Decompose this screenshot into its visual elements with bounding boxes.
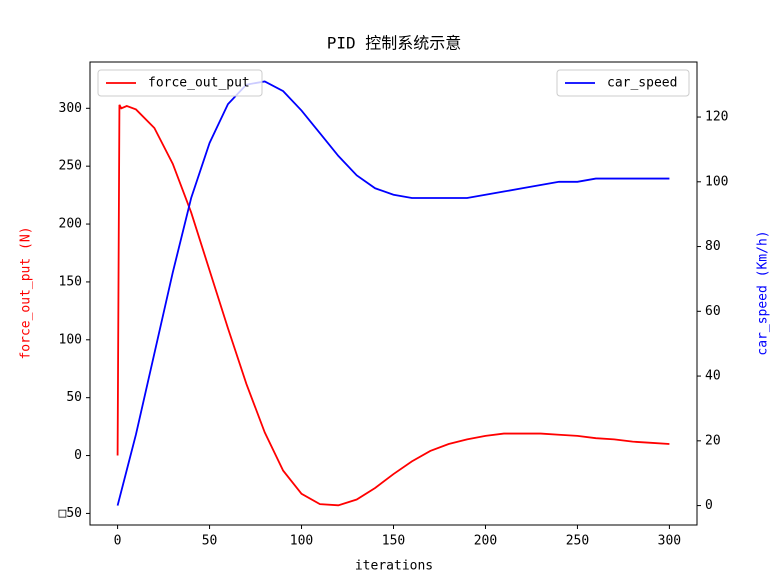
y2-tick-label: 0 — [705, 498, 713, 513]
legend: force_out_put — [97, 69, 263, 97]
legend: car_speed — [556, 69, 690, 97]
y2-tick-label: 20 — [705, 433, 721, 448]
y2-axis-label: car_speed (Km/h) — [756, 230, 771, 355]
y-tick-label: 250 — [59, 159, 82, 174]
line-series — [116, 80, 670, 506]
x-tick-label: 50 — [202, 534, 218, 549]
x-tick-label: 100 — [290, 534, 313, 549]
y-tick-label: 150 — [59, 274, 82, 289]
y-tick-label: 300 — [59, 101, 82, 116]
y-tick-label: 200 — [59, 217, 82, 232]
y-axis-label: force_out_put (N) — [19, 226, 34, 359]
plot-frame — [89, 61, 698, 526]
y2-tick-label: 40 — [705, 369, 721, 384]
legend-label: force_out_put — [148, 76, 250, 91]
line-series — [116, 104, 670, 507]
chart-title: PID 控制系统示意 — [327, 34, 462, 53]
x-tick-label: 200 — [474, 534, 497, 549]
y-tick-label: □50 — [59, 506, 82, 521]
y2-tick-label: 100 — [705, 174, 728, 189]
y-tick-label: 100 — [59, 332, 82, 347]
x-tick-label: 0 — [114, 534, 122, 549]
legend-box — [556, 69, 690, 97]
y2-tick-label: 120 — [705, 110, 728, 125]
y-tick-label: 50 — [66, 390, 82, 405]
x-tick-label: 150 — [382, 534, 405, 549]
x-tick-label: 300 — [658, 534, 681, 549]
legend-box — [97, 69, 263, 97]
y2-tick-label: 80 — [705, 239, 721, 254]
x-tick-label: 250 — [566, 534, 589, 549]
x-axis-label: iterations — [355, 559, 433, 574]
y-tick-label: 0 — [74, 448, 82, 463]
y2-tick-label: 60 — [705, 304, 721, 319]
legend-label: car_speed — [607, 76, 677, 91]
